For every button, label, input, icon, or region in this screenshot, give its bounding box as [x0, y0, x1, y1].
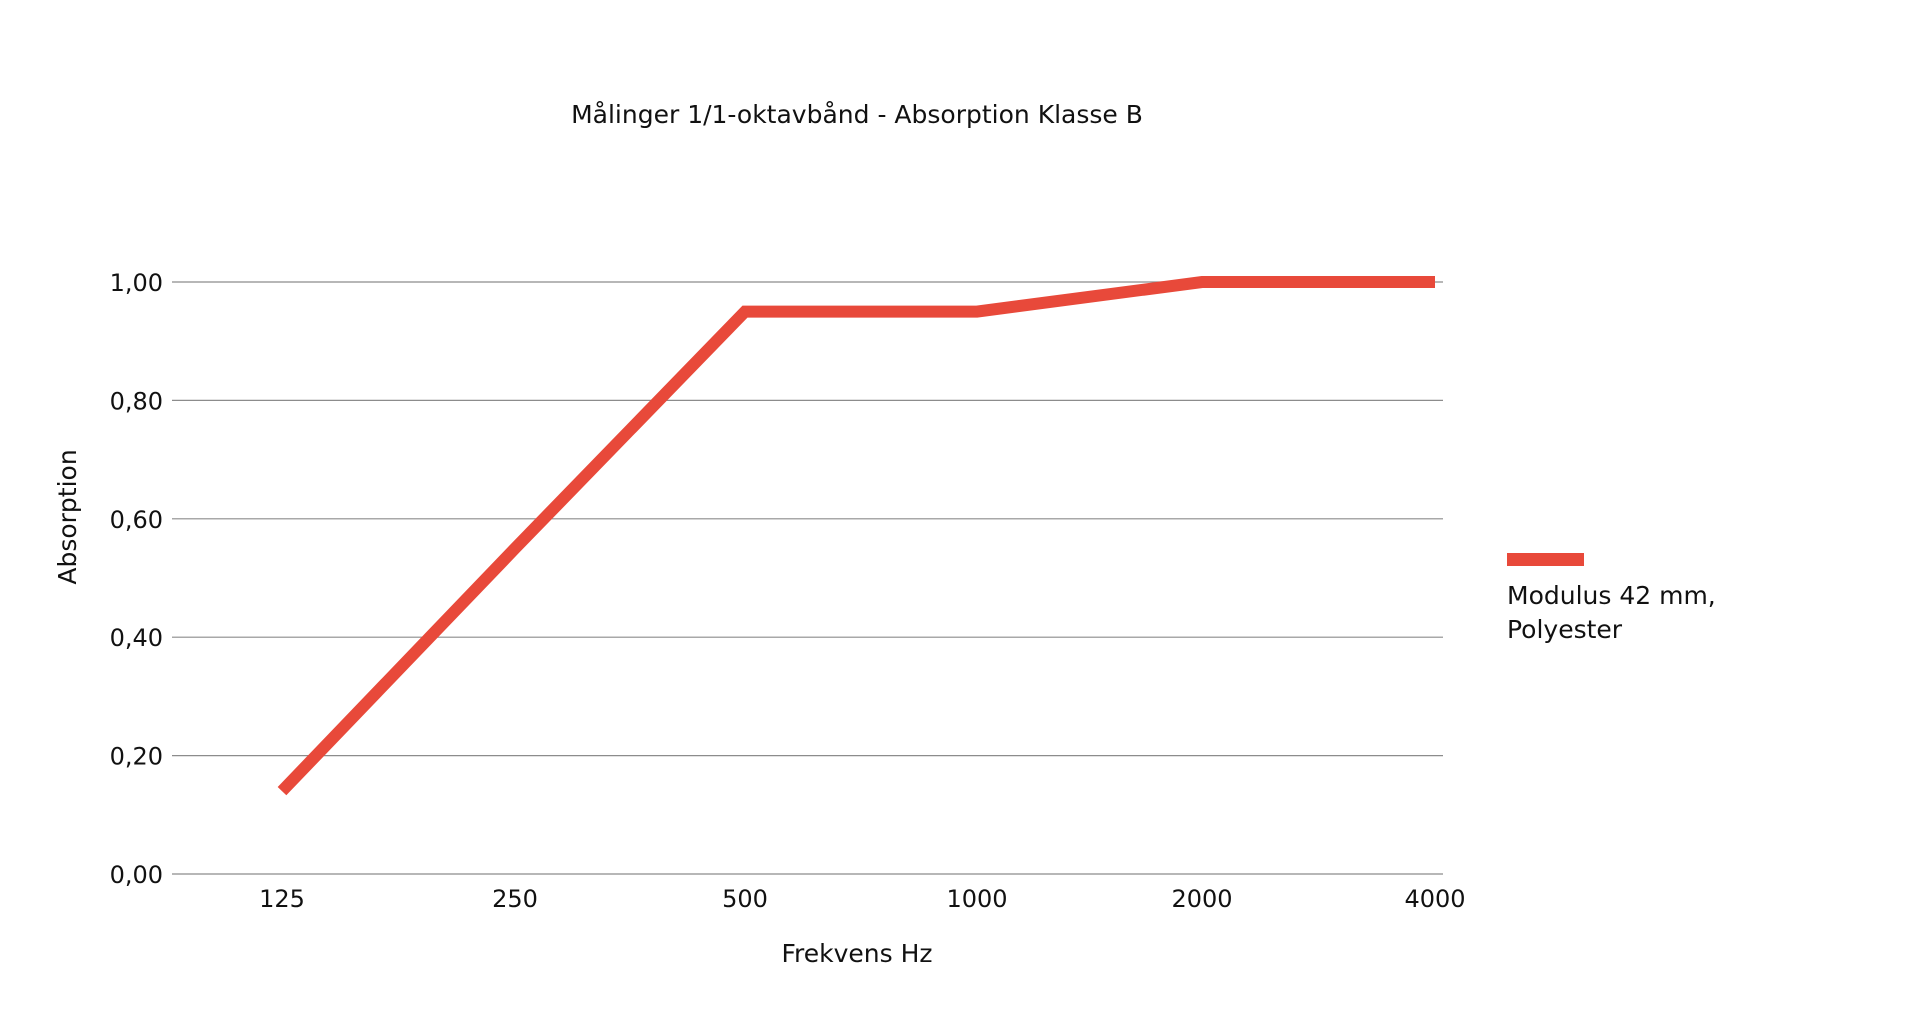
legend: Modulus 42 mm, Polyester	[1507, 553, 1716, 644]
y-tick-label: 0,40	[110, 624, 163, 652]
x-axis-title: Frekvens Hz	[781, 939, 932, 968]
y-tick-label: 0,00	[110, 861, 163, 889]
y-axis-title: Absorption	[53, 449, 82, 584]
y-tick-label: 1,00	[110, 269, 163, 297]
x-axis-ticks: 125 250 500 1000 2000 4000	[259, 885, 1465, 913]
x-tick-label: 250	[492, 885, 538, 913]
x-tick-label: 2000	[1171, 885, 1232, 913]
y-axis-ticks: 0,00 0,20 0,40 0,60 0,80 1,00	[110, 269, 163, 889]
chart-title: Målinger 1/1-oktavbånd - Absorption Klas…	[571, 100, 1143, 129]
legend-swatch	[1507, 553, 1584, 566]
x-tick-label: 125	[259, 885, 305, 913]
x-tick-label: 500	[722, 885, 768, 913]
y-tick-label: 0,80	[110, 387, 163, 415]
series-layer	[282, 282, 1435, 791]
y-tick-label: 0,20	[110, 743, 163, 771]
series-line	[282, 282, 1435, 791]
x-tick-label: 4000	[1404, 885, 1465, 913]
y-tick-label: 0,60	[110, 506, 163, 534]
x-tick-label: 1000	[946, 885, 1007, 913]
legend-label: Modulus 42 mm,	[1507, 581, 1716, 610]
gridlines	[172, 282, 1443, 874]
legend-label: Polyester	[1507, 615, 1623, 644]
